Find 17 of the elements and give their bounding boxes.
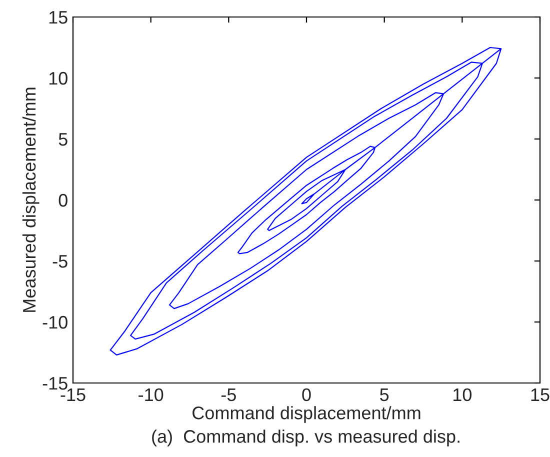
y-tick-label: -10 (42, 316, 68, 329)
x-tick-label: -5 (221, 388, 236, 402)
y-tick-label: 10 (49, 72, 68, 85)
y-tick-label: 0 (58, 194, 68, 207)
line-series (110, 46, 502, 356)
x-tick-label: 0 (302, 388, 311, 402)
y-axis-title: Measured displacement/mm (22, 88, 40, 312)
y-tick-label: 5 (58, 133, 68, 146)
y-tick-label: -5 (52, 255, 68, 268)
x-axis-title: Command displacement/mm (192, 406, 420, 423)
x-tick-label: 5 (380, 388, 389, 402)
text: (a) Command disp. vs measured disp. (152, 430, 460, 446)
x-tick-label: -10 (138, 388, 164, 402)
x-tick-label: 15 (531, 388, 550, 402)
y-tick-label: -15 (42, 377, 68, 390)
y-tick-label: 15 (49, 11, 68, 24)
x-tick-label: 10 (454, 388, 472, 402)
